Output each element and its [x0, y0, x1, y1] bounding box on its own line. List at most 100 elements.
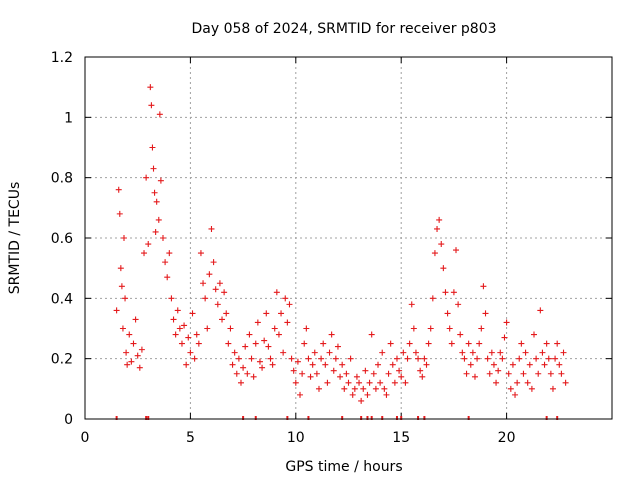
data-point	[136, 364, 143, 371]
data-point	[531, 331, 538, 338]
data-point	[311, 349, 318, 356]
data-point	[204, 325, 211, 332]
data-point	[153, 198, 160, 205]
data-point	[116, 210, 123, 217]
data-point	[191, 355, 198, 362]
data-point	[231, 349, 238, 356]
data-point	[391, 379, 398, 386]
y-tick-label: 0.8	[51, 171, 73, 187]
y-tick-label: 0.2	[51, 352, 73, 368]
data-point	[455, 301, 462, 308]
data-point	[168, 295, 175, 302]
data-point	[145, 241, 152, 248]
data-point	[193, 331, 200, 338]
data-point	[326, 349, 333, 356]
data-point	[493, 379, 500, 386]
data-point	[254, 319, 261, 326]
data-point	[197, 250, 204, 257]
data-point	[214, 301, 221, 308]
data-point	[514, 379, 521, 386]
x-tick-label: 10	[287, 430, 305, 446]
data-point	[250, 373, 257, 380]
data-point	[377, 379, 384, 386]
data-point	[233, 370, 240, 377]
data-point	[501, 334, 508, 341]
data-point	[301, 340, 308, 347]
data-point	[176, 325, 183, 332]
data-point	[425, 340, 432, 347]
data-point	[398, 373, 405, 380]
y-tick-label: 0.6	[51, 231, 73, 247]
data-point	[122, 295, 129, 302]
data-point	[524, 379, 531, 386]
data-point	[381, 385, 388, 392]
x-tick-label: 20	[498, 430, 516, 446]
data-point	[229, 361, 236, 368]
data-point	[119, 325, 126, 332]
data-point	[124, 361, 131, 368]
data-point	[341, 385, 348, 392]
data-point	[113, 307, 120, 314]
data-point	[469, 349, 476, 356]
data-point	[539, 349, 546, 356]
data-point	[206, 271, 213, 278]
data-point	[267, 355, 274, 362]
data-point	[549, 385, 556, 392]
data-point	[181, 322, 188, 329]
data-point	[244, 370, 251, 377]
data-point	[141, 250, 148, 257]
data-point	[444, 310, 451, 317]
data-point	[334, 343, 341, 350]
data-point	[174, 307, 181, 314]
data-point	[486, 370, 493, 377]
x-axis-label: GPS time / hours	[285, 459, 402, 475]
data-point	[459, 349, 466, 356]
data-point	[358, 397, 365, 404]
data-point	[170, 316, 177, 323]
data-point	[387, 340, 394, 347]
data-point	[406, 340, 413, 347]
data-point	[364, 391, 371, 398]
data-point	[227, 325, 234, 332]
data-point	[402, 379, 409, 386]
data-point	[427, 325, 434, 332]
data-point	[535, 370, 542, 377]
data-point	[488, 349, 495, 356]
data-point	[351, 385, 358, 392]
data-point	[219, 316, 226, 323]
grid	[85, 57, 612, 419]
data-point	[303, 325, 310, 332]
data-point	[463, 370, 470, 377]
data-point	[117, 265, 124, 272]
data-point	[520, 370, 527, 377]
data-point	[495, 367, 502, 374]
chart-title: Day 058 of 2024, SRMTID for receiver p80…	[191, 21, 496, 37]
data-point	[166, 250, 173, 257]
data-point	[507, 385, 514, 392]
data-point	[263, 310, 270, 317]
data-point	[448, 340, 455, 347]
data-point	[471, 373, 478, 380]
data-point	[467, 361, 474, 368]
data-point	[252, 340, 259, 347]
data-point	[400, 349, 407, 356]
data-point	[261, 337, 268, 344]
data-point	[157, 177, 164, 184]
data-point	[339, 361, 346, 368]
data-point	[223, 310, 230, 317]
data-point	[159, 235, 166, 241]
data-point	[453, 247, 460, 254]
data-point	[315, 385, 322, 392]
data-point	[516, 355, 523, 362]
data-point	[396, 367, 403, 374]
data-point	[541, 361, 548, 368]
data-point	[297, 391, 304, 398]
data-point	[383, 391, 390, 398]
data-point	[345, 379, 352, 386]
data-point	[343, 370, 350, 377]
data-point	[115, 186, 122, 193]
data-point	[379, 349, 386, 356]
data-point	[156, 111, 163, 118]
data-point	[366, 379, 373, 386]
data-point	[552, 355, 559, 362]
